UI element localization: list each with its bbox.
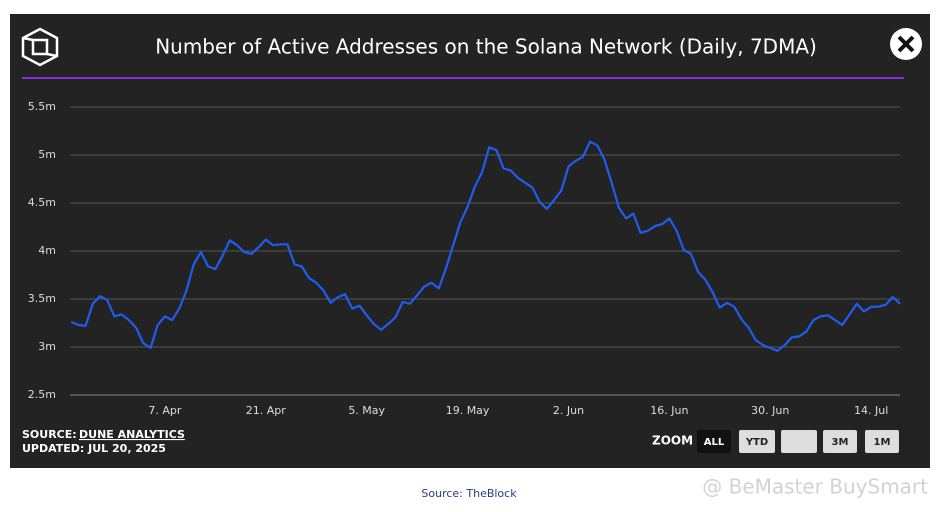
y-tick-label: 5.5m — [28, 100, 56, 113]
close-button[interactable] — [890, 28, 922, 60]
x-tick-label: 14. Jul — [854, 404, 888, 417]
y-tick-label: 4.5m — [28, 196, 56, 209]
watermark: @ BeMaster BuySmart — [702, 475, 928, 499]
x-tick-label: 7. Apr — [148, 404, 181, 417]
zoom-all[interactable] — [697, 430, 731, 453]
data-line — [70, 140, 901, 352]
source-link[interactable]: DUNE ANALYTICS — [79, 428, 185, 441]
zoom-text[interactable]: ALL — [704, 437, 725, 448]
updated: UPDATED: JUL 20, 2025 — [22, 442, 166, 455]
x-tick-label: 30. Jun — [751, 404, 789, 417]
x-tick-label: 5. May — [348, 404, 385, 417]
zoom-label: ZOOM — [652, 434, 693, 448]
logo — [21, 27, 59, 67]
x-tick-label: 2. Jun — [553, 404, 584, 417]
chart-title: Number of Active Addresses on the Solana… — [155, 35, 817, 59]
y-tick-label: 3.5m — [28, 292, 56, 305]
y-tick-label: 5m — [38, 148, 56, 161]
zoom-text[interactable]: 1M — [874, 437, 891, 448]
panel — [10, 14, 930, 468]
zoom-1m[interactable] — [865, 430, 899, 453]
zoom-text[interactable]: YTD — [745, 437, 768, 448]
source-label: SOURCE: — [22, 428, 77, 441]
y-tick-label: 2.5m — [28, 388, 56, 401]
x-tick-label: 19. May — [446, 404, 490, 417]
zoom-blank[interactable] — [781, 430, 817, 453]
x-tick-label: 21. Apr — [246, 404, 286, 417]
x-tick-label: 16. Jun — [650, 404, 688, 417]
zoom-text[interactable]: 3M — [832, 437, 849, 448]
y-tick-label: 4m — [38, 244, 56, 257]
zoom-ytd[interactable] — [739, 430, 775, 453]
zoom-3m[interactable] — [823, 430, 857, 453]
credit: Source: TheBlock — [421, 487, 517, 500]
y-tick-label: 3m — [38, 340, 56, 353]
